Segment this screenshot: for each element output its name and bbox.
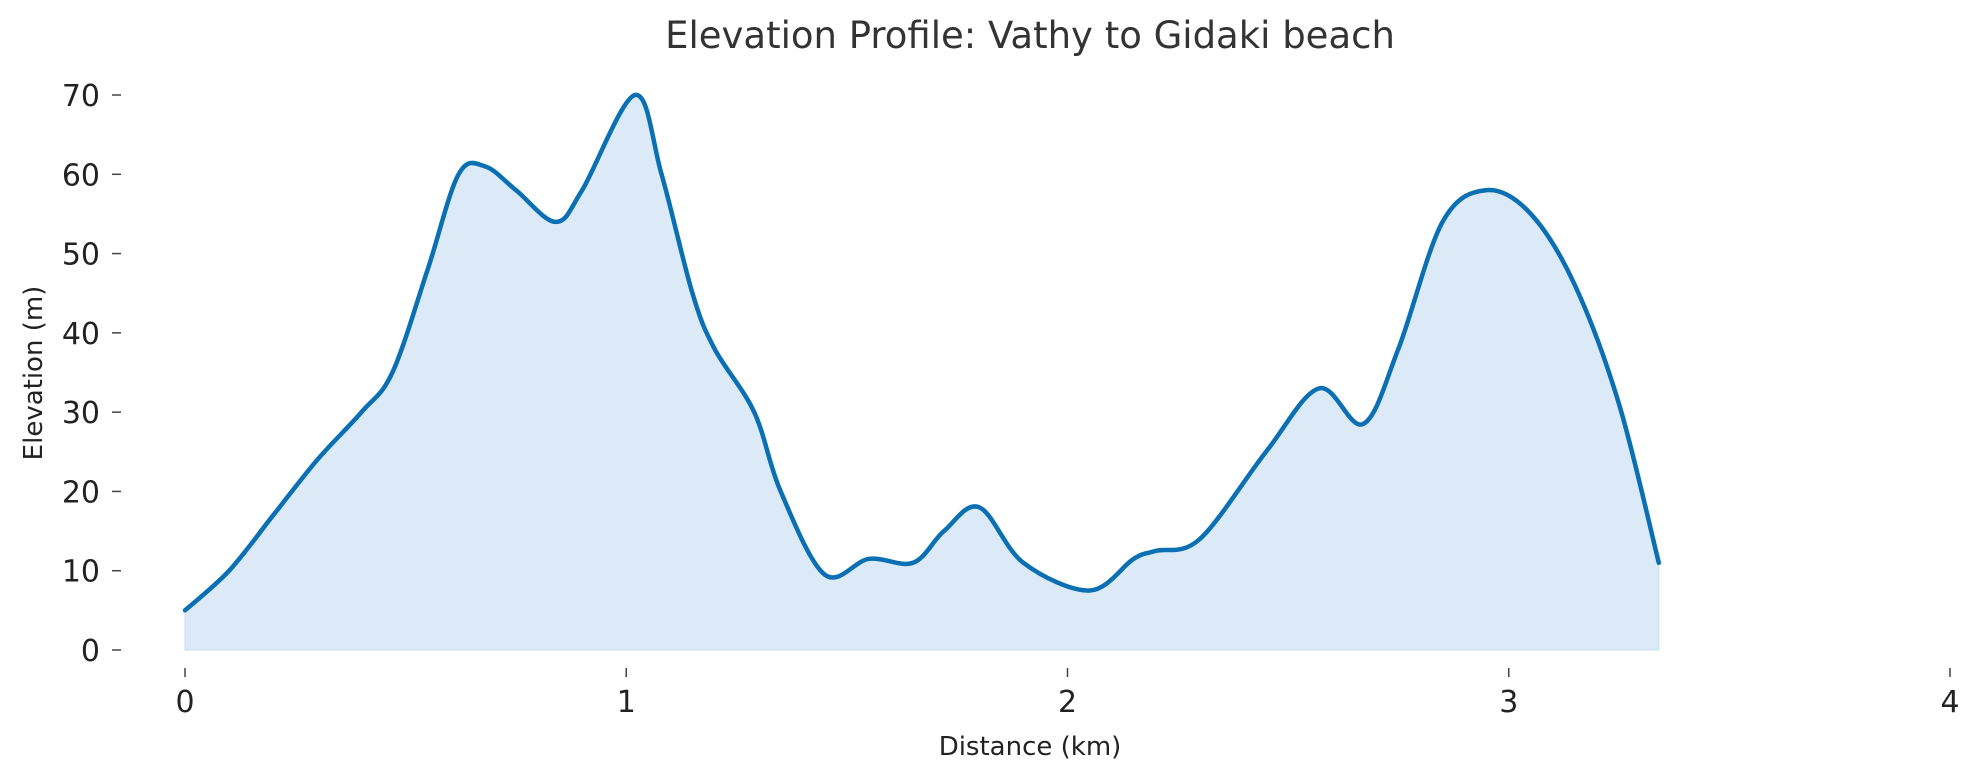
y-tick-label: 10 <box>62 555 100 590</box>
plot-area <box>182 92 1662 651</box>
x-tick-label: 2 <box>1058 685 1077 720</box>
x-tick-label: 1 <box>617 685 636 720</box>
y-tick-label: 20 <box>62 475 100 510</box>
x-axis: 0 1 2 3 4 <box>175 668 1960 720</box>
x-tick-label: 4 <box>1940 685 1959 720</box>
x-tick-label: 0 <box>175 685 194 720</box>
x-axis-label: Distance (km) <box>939 732 1122 762</box>
y-tick-label: 70 <box>62 79 100 114</box>
y-tick-label: 50 <box>62 238 100 273</box>
elevation-area <box>184 94 1660 651</box>
y-tick-label: 30 <box>62 396 100 431</box>
y-tick-label: 0 <box>81 634 100 669</box>
y-axis-label: Elevation (m) <box>19 286 49 461</box>
x-tick-label: 3 <box>1499 685 1518 720</box>
y-tick-label: 40 <box>62 317 100 352</box>
y-axis: 0 10 20 30 40 50 60 70 <box>62 79 121 669</box>
elevation-line <box>182 92 1662 613</box>
chart-title: Elevation Profile: Vathy to Gidaki beach <box>665 14 1395 57</box>
y-tick-label: 60 <box>62 158 100 193</box>
